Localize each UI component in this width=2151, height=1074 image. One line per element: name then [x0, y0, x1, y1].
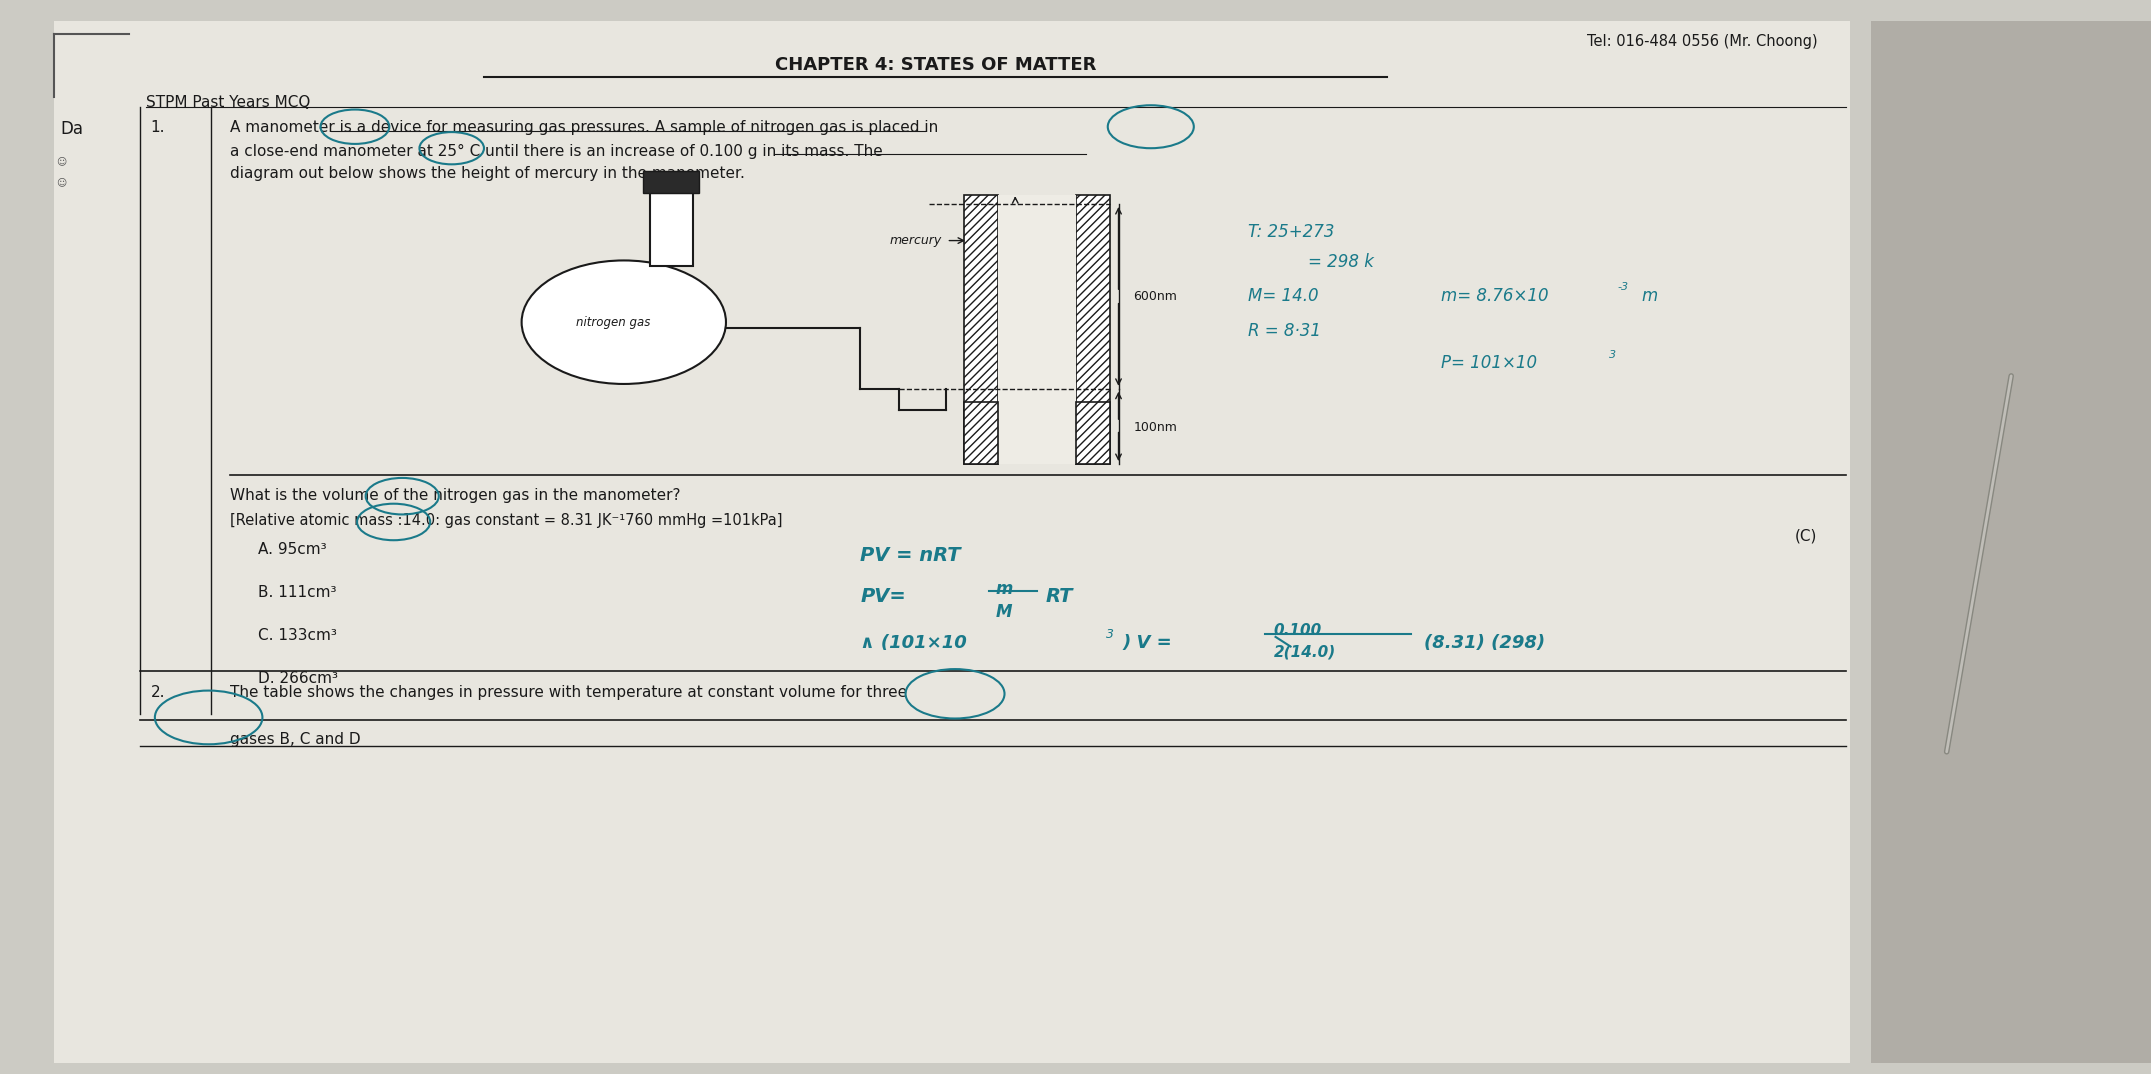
Text: P= 101×10: P= 101×10 — [1441, 354, 1538, 373]
Text: gases B, C and D: gases B, C and D — [230, 732, 361, 748]
Text: PV=: PV= — [860, 587, 906, 607]
Text: m: m — [996, 580, 1013, 598]
Text: ☺: ☺ — [56, 177, 67, 187]
Text: m: m — [1641, 287, 1658, 305]
Text: nitrogen gas: nitrogen gas — [576, 316, 650, 329]
Text: Da: Da — [60, 120, 84, 139]
Text: The table shows the changes in pressure with temperature at constant volume for : The table shows the changes in pressure … — [230, 685, 908, 700]
Text: M= 14.0: M= 14.0 — [1248, 287, 1319, 305]
Bar — [650, 193, 693, 266]
Text: ☺: ☺ — [56, 156, 67, 165]
Bar — [643, 171, 699, 193]
Text: 3: 3 — [1106, 628, 1114, 641]
Text: 3: 3 — [1609, 350, 1615, 360]
Bar — [964, 402, 998, 464]
Text: = 298 k: = 298 k — [1308, 253, 1374, 272]
Text: CHAPTER 4: STATES OF MATTER: CHAPTER 4: STATES OF MATTER — [774, 56, 1097, 74]
Text: 2(14.0): 2(14.0) — [1273, 644, 1336, 659]
Text: (C): (C) — [1796, 528, 1818, 543]
Text: D. 266cm³: D. 266cm³ — [258, 671, 338, 686]
Text: 1.: 1. — [151, 120, 166, 135]
Text: ∧ (101×10: ∧ (101×10 — [860, 634, 968, 652]
Text: M: M — [996, 603, 1013, 621]
Bar — [1076, 195, 1110, 464]
Text: B. 111cm³: B. 111cm³ — [258, 585, 336, 600]
Text: (8.31) (298): (8.31) (298) — [1424, 634, 1544, 652]
Bar — [998, 195, 1076, 464]
Text: R = 8·31: R = 8·31 — [1248, 322, 1321, 340]
Text: mercury: mercury — [891, 234, 942, 247]
Bar — [964, 195, 998, 464]
Bar — [54, 21, 1850, 1063]
Text: a close-end manometer at 25° C until there is an increase of 0.100 g in its mass: a close-end manometer at 25° C until the… — [230, 144, 882, 159]
Text: 600nm: 600nm — [1134, 290, 1177, 303]
Text: [Relative atomic mass :14.0: gas constant = 8.31 JK⁻¹760 mmHg =101kPa]: [Relative atomic mass :14.0: gas constan… — [230, 513, 783, 528]
Text: m= 8.76×10: m= 8.76×10 — [1441, 287, 1549, 305]
Text: T: 25+273: T: 25+273 — [1248, 223, 1334, 242]
Text: C. 133cm³: C. 133cm³ — [258, 628, 338, 643]
Text: STPM Past Years MCQ: STPM Past Years MCQ — [146, 95, 310, 110]
Text: 100nm: 100nm — [1134, 421, 1177, 434]
Text: What is the volume of the nitrogen gas in the manometer?: What is the volume of the nitrogen gas i… — [230, 488, 680, 503]
Text: 2.: 2. — [151, 685, 166, 700]
Text: ) V =: ) V = — [1123, 634, 1172, 652]
Text: PV = nRT: PV = nRT — [860, 546, 961, 565]
Text: A. 95cm³: A. 95cm³ — [258, 542, 327, 557]
Bar — [1871, 21, 2151, 1063]
Text: diagram out below shows the height of mercury in the manometer.: diagram out below shows the height of me… — [230, 166, 744, 182]
Text: Tel: 016-484 0556 (Mr. Choong): Tel: 016-484 0556 (Mr. Choong) — [1587, 34, 1818, 49]
Bar — [1076, 402, 1110, 464]
Text: -3: -3 — [1618, 282, 1628, 292]
Text: A manometer is a device for measuring gas pressures. A sample of nitrogen gas is: A manometer is a device for measuring ga… — [230, 120, 938, 135]
Text: 0.100: 0.100 — [1273, 623, 1321, 638]
Ellipse shape — [521, 261, 725, 384]
Text: RT: RT — [1045, 587, 1073, 607]
